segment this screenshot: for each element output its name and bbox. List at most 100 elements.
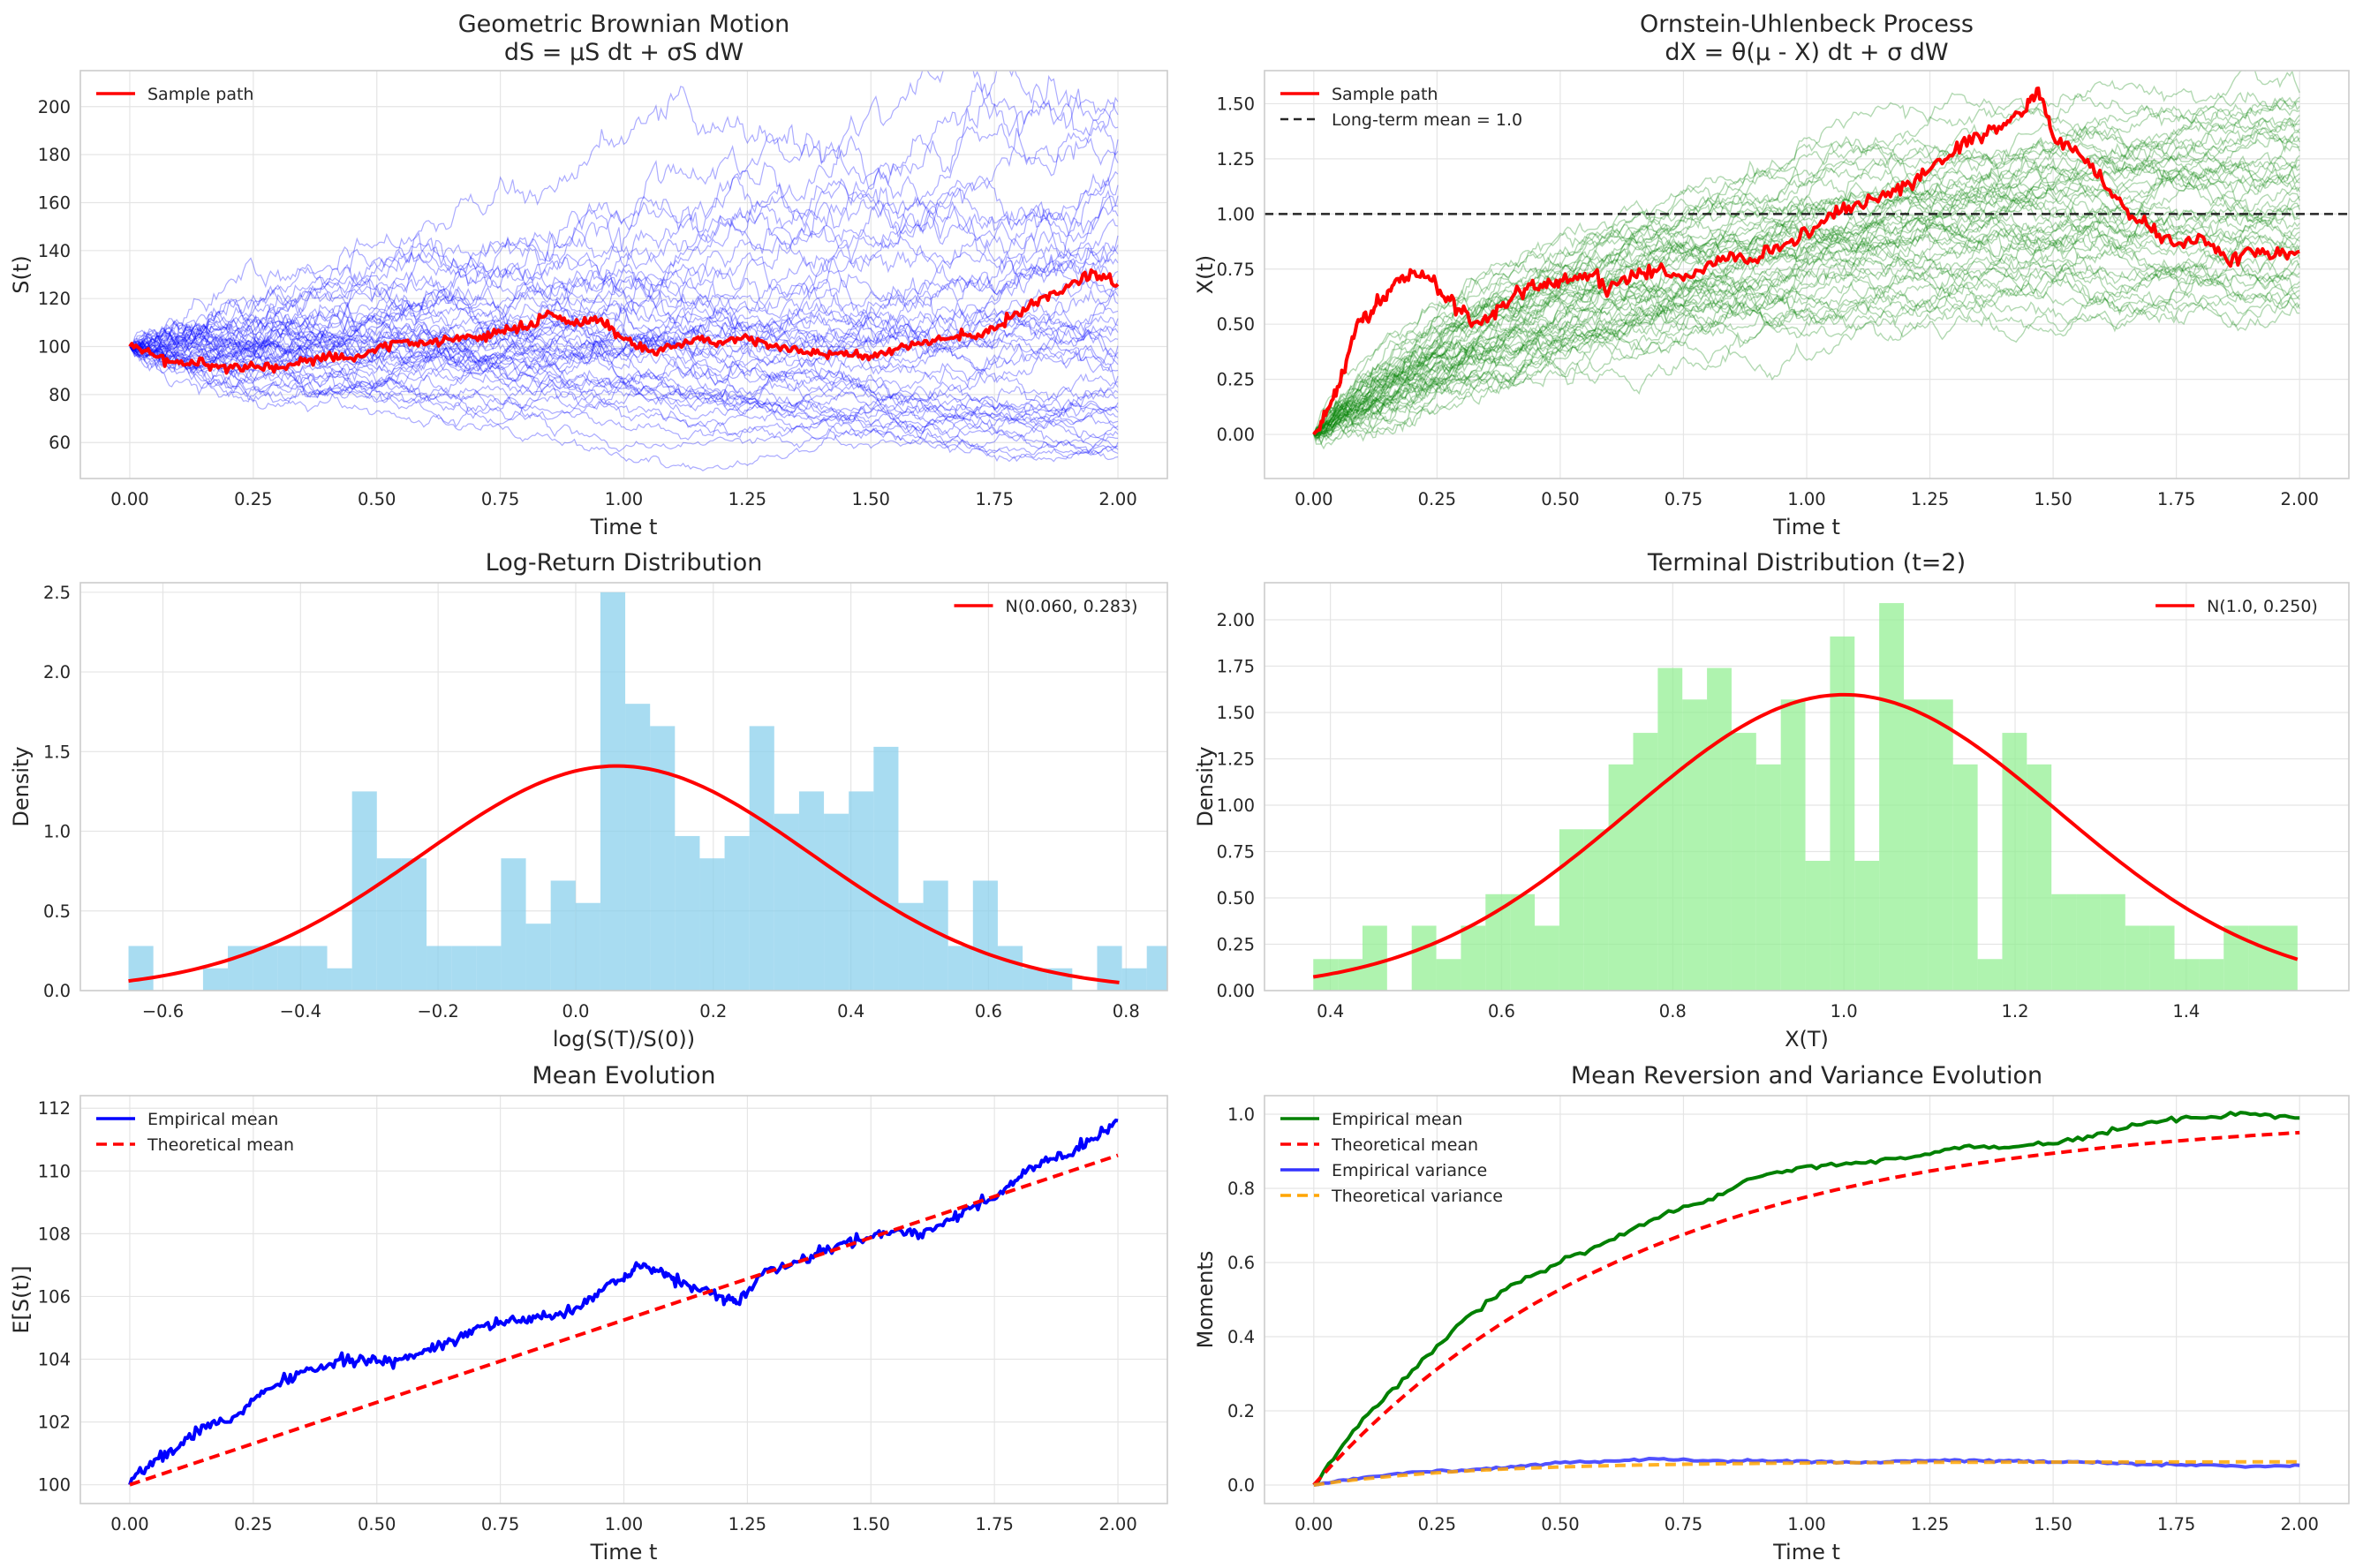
gbm-path xyxy=(129,336,1119,447)
normal-pdf-line xyxy=(128,764,1120,984)
gbm-path xyxy=(129,342,1119,463)
ou-path xyxy=(1313,255,2300,441)
histogram-bar xyxy=(401,858,427,991)
legend: N(0.060, 0.283) xyxy=(954,597,1137,616)
y-tick-label: 140 xyxy=(38,241,71,261)
histogram-bar xyxy=(824,813,849,991)
x-tick-label: 2.00 xyxy=(1098,489,1136,509)
grid xyxy=(1265,71,2349,479)
histogram-bar xyxy=(625,704,651,991)
ou-path xyxy=(1313,282,2300,438)
x-tick-label: 1.75 xyxy=(2157,489,2195,509)
data-layer xyxy=(128,1118,1119,1487)
histogram-bar xyxy=(451,946,477,991)
gbm-path xyxy=(129,267,1119,398)
theoretical-mean-line xyxy=(129,1153,1119,1487)
plot-frame xyxy=(1264,582,2350,991)
histogram-bar xyxy=(1657,667,1683,991)
ou-path xyxy=(1313,222,2300,435)
histogram-bar xyxy=(1904,699,1929,991)
x-tick-label: 0.25 xyxy=(234,489,272,509)
histogram-bar xyxy=(575,902,600,991)
histogram-bar xyxy=(2002,733,2027,991)
legend: Empirical mean Theoretical mean xyxy=(96,1110,294,1155)
y-tick-label: 1.0 xyxy=(1227,1104,1255,1125)
histogram-bar xyxy=(376,858,402,991)
ou-path xyxy=(1313,97,2300,440)
legend-label: Empirical mean xyxy=(147,1110,278,1129)
histogram-bar xyxy=(2027,764,2052,991)
empirical-mean-line xyxy=(1312,1111,2300,1487)
histogram-bar xyxy=(1755,764,1781,991)
x-tick-label: 1.75 xyxy=(2157,1514,2195,1534)
y-tick-label: 1.5 xyxy=(43,742,71,762)
x-tick-label: 0.00 xyxy=(110,1514,148,1534)
ou-path xyxy=(1313,215,2300,438)
x-axis-label: Time t xyxy=(1772,1540,1840,1564)
ou-path xyxy=(1313,163,2300,435)
y-axis-label: Density xyxy=(1193,746,1218,826)
gbm-path xyxy=(129,257,1119,364)
x-tick-label: 0.8 xyxy=(1659,1001,1687,1021)
x-tick-label: 0.50 xyxy=(358,1514,396,1534)
legend-item: Sample path xyxy=(1280,85,1438,104)
y-tick-label: 0.0 xyxy=(1227,1475,1255,1496)
x-tick-label: 0.2 xyxy=(699,1001,727,1021)
histogram-bar xyxy=(1146,946,1167,991)
plot-frame xyxy=(1264,1095,2350,1504)
chart-title: Log-Return Distribution xyxy=(486,549,763,577)
histogram-bar xyxy=(600,592,626,991)
grid xyxy=(80,1096,1167,1504)
ou-path xyxy=(1313,137,2300,435)
x-tick-label: −0.6 xyxy=(142,1001,184,1021)
histogram-bar xyxy=(2125,925,2150,991)
x-tick-label: 1.75 xyxy=(975,489,1013,509)
histogram-bar xyxy=(202,968,229,991)
gbm-path xyxy=(129,308,1119,379)
ou-path xyxy=(1313,212,2300,442)
histogram-bar xyxy=(650,726,676,991)
histogram-bar xyxy=(2248,925,2273,991)
ou-path xyxy=(1313,262,2300,445)
x-axis-label: Time t xyxy=(1772,515,1840,539)
gbm-path xyxy=(129,321,1119,419)
gbm-path xyxy=(129,71,1119,366)
gbm-path xyxy=(129,245,1119,364)
data-layer xyxy=(128,71,1120,471)
ou-path xyxy=(1313,187,2300,438)
theoretical-variance-line xyxy=(1313,1459,2300,1487)
legend-label: Sample path xyxy=(1332,85,1438,104)
legend-item: Sample path xyxy=(96,85,253,104)
gbm-path xyxy=(129,139,1119,356)
y-tick-label: 0.4 xyxy=(1227,1327,1255,1347)
histogram-bar xyxy=(476,946,502,991)
gbm-path xyxy=(129,176,1119,359)
y-tick-label: 0.25 xyxy=(1217,935,1255,955)
gbm-path xyxy=(129,71,1119,355)
legend-label: Long-term mean = 1.0 xyxy=(1332,110,1522,130)
y-tick-label: 1.50 xyxy=(1217,94,1255,114)
data-layer xyxy=(1265,71,2349,450)
gbm-path xyxy=(129,335,1119,434)
legend-label: Empirical mean xyxy=(1332,1110,1462,1129)
x-tick-label: 1.25 xyxy=(1911,1514,1949,1534)
ou-path xyxy=(1313,205,2300,450)
y-tick-label: 1.25 xyxy=(1217,149,1255,170)
gbm-path xyxy=(129,302,1119,383)
plot-frame xyxy=(1264,70,2350,479)
gbm-path xyxy=(129,253,1119,360)
chart-title: Terminal Distribution (t=2) xyxy=(1647,549,1966,577)
gbm-path xyxy=(129,322,1119,459)
gbm-path xyxy=(129,299,1119,379)
gbm-path xyxy=(129,170,1119,387)
gbm-path xyxy=(129,123,1119,362)
y-tick-label: 2.00 xyxy=(1217,610,1255,630)
gbm-path xyxy=(129,290,1119,373)
x-tick-label: 0.0 xyxy=(562,1001,589,1021)
histogram-bar xyxy=(1461,925,1486,991)
plot-frame xyxy=(79,1095,1168,1504)
histogram-bar xyxy=(1023,968,1048,991)
legend-item: N(0.060, 0.283) xyxy=(954,597,1137,616)
histogram-bar xyxy=(2149,925,2175,991)
